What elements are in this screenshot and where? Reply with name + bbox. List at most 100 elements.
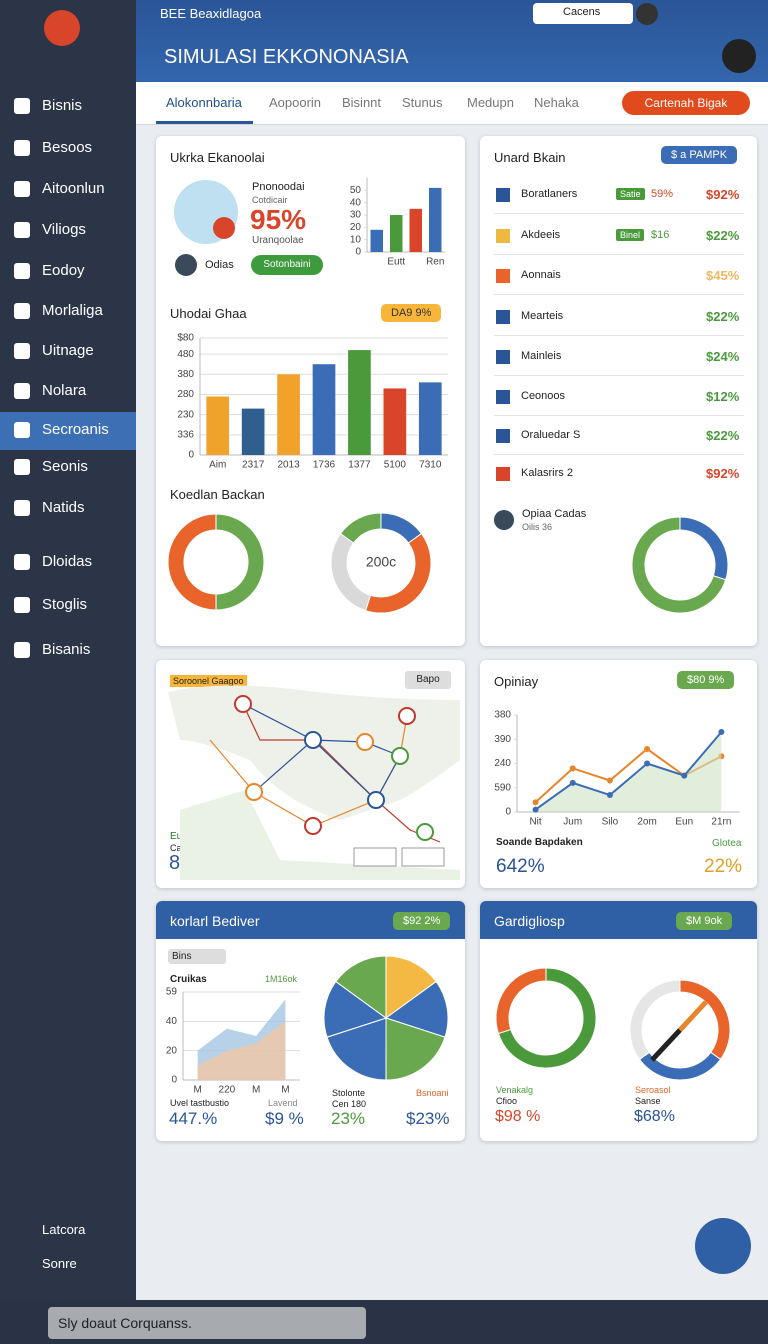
row-name: Mainleis bbox=[521, 350, 562, 362]
nav-icon bbox=[14, 263, 30, 279]
nav-icon bbox=[14, 140, 30, 156]
row-tag: Satie bbox=[616, 188, 645, 200]
nav-item[interactable]: Besoos bbox=[42, 139, 93, 156]
card-title: korlarl Bediver bbox=[170, 913, 260, 929]
sublabel: Cotdicair bbox=[252, 195, 288, 205]
map-button[interactable]: Bapo bbox=[405, 671, 451, 689]
row-value: $22% bbox=[706, 228, 740, 243]
row-value: $22% bbox=[706, 309, 740, 324]
sub: Cfioo bbox=[496, 1096, 518, 1106]
row-name: Aonnais bbox=[521, 269, 561, 281]
row-tag: Binel bbox=[616, 229, 645, 241]
kpi: 447.% bbox=[169, 1109, 218, 1128]
kpi: 23% bbox=[331, 1109, 366, 1128]
row-value: $45% bbox=[706, 268, 740, 283]
card-title: Uhodai Ghaa bbox=[170, 306, 247, 321]
caption: Uvel tastbustio bbox=[170, 1098, 230, 1108]
chat-input[interactable]: Sly doaut Corquanss. bbox=[48, 1307, 366, 1339]
nav-item[interactable]: Uitnage bbox=[42, 342, 94, 359]
tab[interactable]: Medupn bbox=[467, 95, 514, 110]
nav-item[interactable]: Viliogs bbox=[42, 221, 86, 238]
row-name: Kalasrirs 2 bbox=[521, 467, 573, 479]
label2: 1M16ok bbox=[265, 974, 298, 984]
row-name: Akdeeis bbox=[521, 229, 561, 241]
row-divider bbox=[494, 375, 744, 376]
nav-icon bbox=[14, 642, 30, 658]
nav-item[interactable]: Dloidas bbox=[42, 553, 93, 570]
kpi: $98 % bbox=[495, 1108, 541, 1125]
label: Pnonoodai bbox=[252, 181, 305, 193]
caption: Eunlcuniviic bbox=[170, 831, 223, 842]
fab[interactable] bbox=[695, 1218, 751, 1274]
kpi: $23% bbox=[406, 1109, 450, 1128]
nav-item[interactable]: Secroanis bbox=[42, 421, 109, 438]
tab[interactable]: Bisinnt bbox=[342, 95, 382, 110]
nav-item[interactable]: Morlaliga bbox=[42, 302, 103, 319]
overview-card bbox=[156, 136, 465, 646]
nav-footer[interactable]: Sonre bbox=[42, 1256, 77, 1271]
row-divider bbox=[494, 454, 744, 455]
person: Opiaa Cadas bbox=[522, 508, 587, 520]
action-button[interactable]: Cartenah Bigak bbox=[622, 91, 750, 115]
nav-icon bbox=[14, 343, 30, 359]
row-icon bbox=[496, 188, 510, 202]
nav-icon bbox=[14, 383, 30, 399]
badge: $80 9% bbox=[677, 671, 735, 689]
kpi: 95% bbox=[250, 204, 307, 235]
map-label: Soroonel Gaagoo bbox=[170, 675, 247, 687]
tab-underline bbox=[156, 121, 253, 124]
caption: Lavend bbox=[268, 1098, 298, 1108]
tab[interactable]: Aopoorin bbox=[269, 95, 322, 110]
row-icon bbox=[496, 390, 510, 404]
nav-item[interactable]: Aitoonlun bbox=[42, 180, 105, 197]
tab[interactable]: Stunus bbox=[402, 95, 443, 110]
card-title: Opiniay bbox=[494, 674, 539, 689]
side-kpi: 22% bbox=[704, 856, 743, 877]
badge: $92 2% bbox=[393, 912, 451, 930]
nav-item[interactable]: Bisnis bbox=[42, 97, 83, 114]
badge: DA9 9% bbox=[381, 304, 442, 322]
person-sub: Oilis 36 bbox=[522, 522, 553, 532]
label: Cruikas bbox=[170, 974, 207, 985]
caption: Bsnoani bbox=[416, 1088, 449, 1098]
nav-item[interactable]: Stoglis bbox=[42, 596, 88, 613]
badge: $M 9ok bbox=[676, 912, 733, 930]
kpi: $68% bbox=[634, 1108, 675, 1125]
nav-item[interactable]: Seonis bbox=[42, 458, 88, 475]
nav-icon bbox=[14, 500, 30, 516]
row-value: $92% bbox=[706, 187, 740, 202]
nav-item[interactable]: Bisanis bbox=[42, 641, 91, 658]
row-icon bbox=[496, 429, 510, 443]
row-divider bbox=[494, 294, 744, 295]
nav-item[interactable]: Eodoy bbox=[42, 262, 85, 279]
nav-item[interactable]: Natids bbox=[42, 499, 85, 516]
caption: Uranqoolae bbox=[252, 235, 304, 246]
nav-icon bbox=[14, 459, 30, 475]
caption: Stolonte bbox=[332, 1088, 366, 1098]
tab[interactable]: Alokonnbaria bbox=[166, 95, 242, 110]
row-icon bbox=[496, 269, 510, 283]
badge: $ a PAMPK bbox=[661, 146, 738, 164]
search[interactable]: Cacens bbox=[533, 3, 633, 24]
gauge-card bbox=[480, 901, 757, 1141]
nav-item[interactable]: Nolara bbox=[42, 382, 87, 399]
kpi: 642% bbox=[496, 856, 545, 877]
row-value: $22% bbox=[706, 428, 740, 443]
nav-icon bbox=[14, 554, 30, 570]
card-title: Ukrka Ekanoolai bbox=[170, 150, 265, 165]
row-icon bbox=[496, 310, 510, 324]
nav-icon bbox=[14, 422, 30, 438]
nav-icon bbox=[14, 597, 30, 613]
sub: Cen 180 bbox=[332, 1099, 367, 1109]
nav-icon bbox=[14, 303, 30, 319]
button[interactable]: Sotonbaini bbox=[251, 255, 323, 275]
select[interactable]: Bins bbox=[168, 949, 226, 964]
trend-card bbox=[480, 660, 757, 888]
nav-footer[interactable]: Latcora bbox=[42, 1222, 86, 1237]
header bbox=[136, 0, 768, 82]
tab[interactable]: Nehaka bbox=[534, 95, 579, 110]
card-title: Koedlan Backan bbox=[170, 487, 265, 502]
caption: Venakalg bbox=[496, 1085, 534, 1095]
row-name: Boratlaners bbox=[521, 188, 578, 200]
